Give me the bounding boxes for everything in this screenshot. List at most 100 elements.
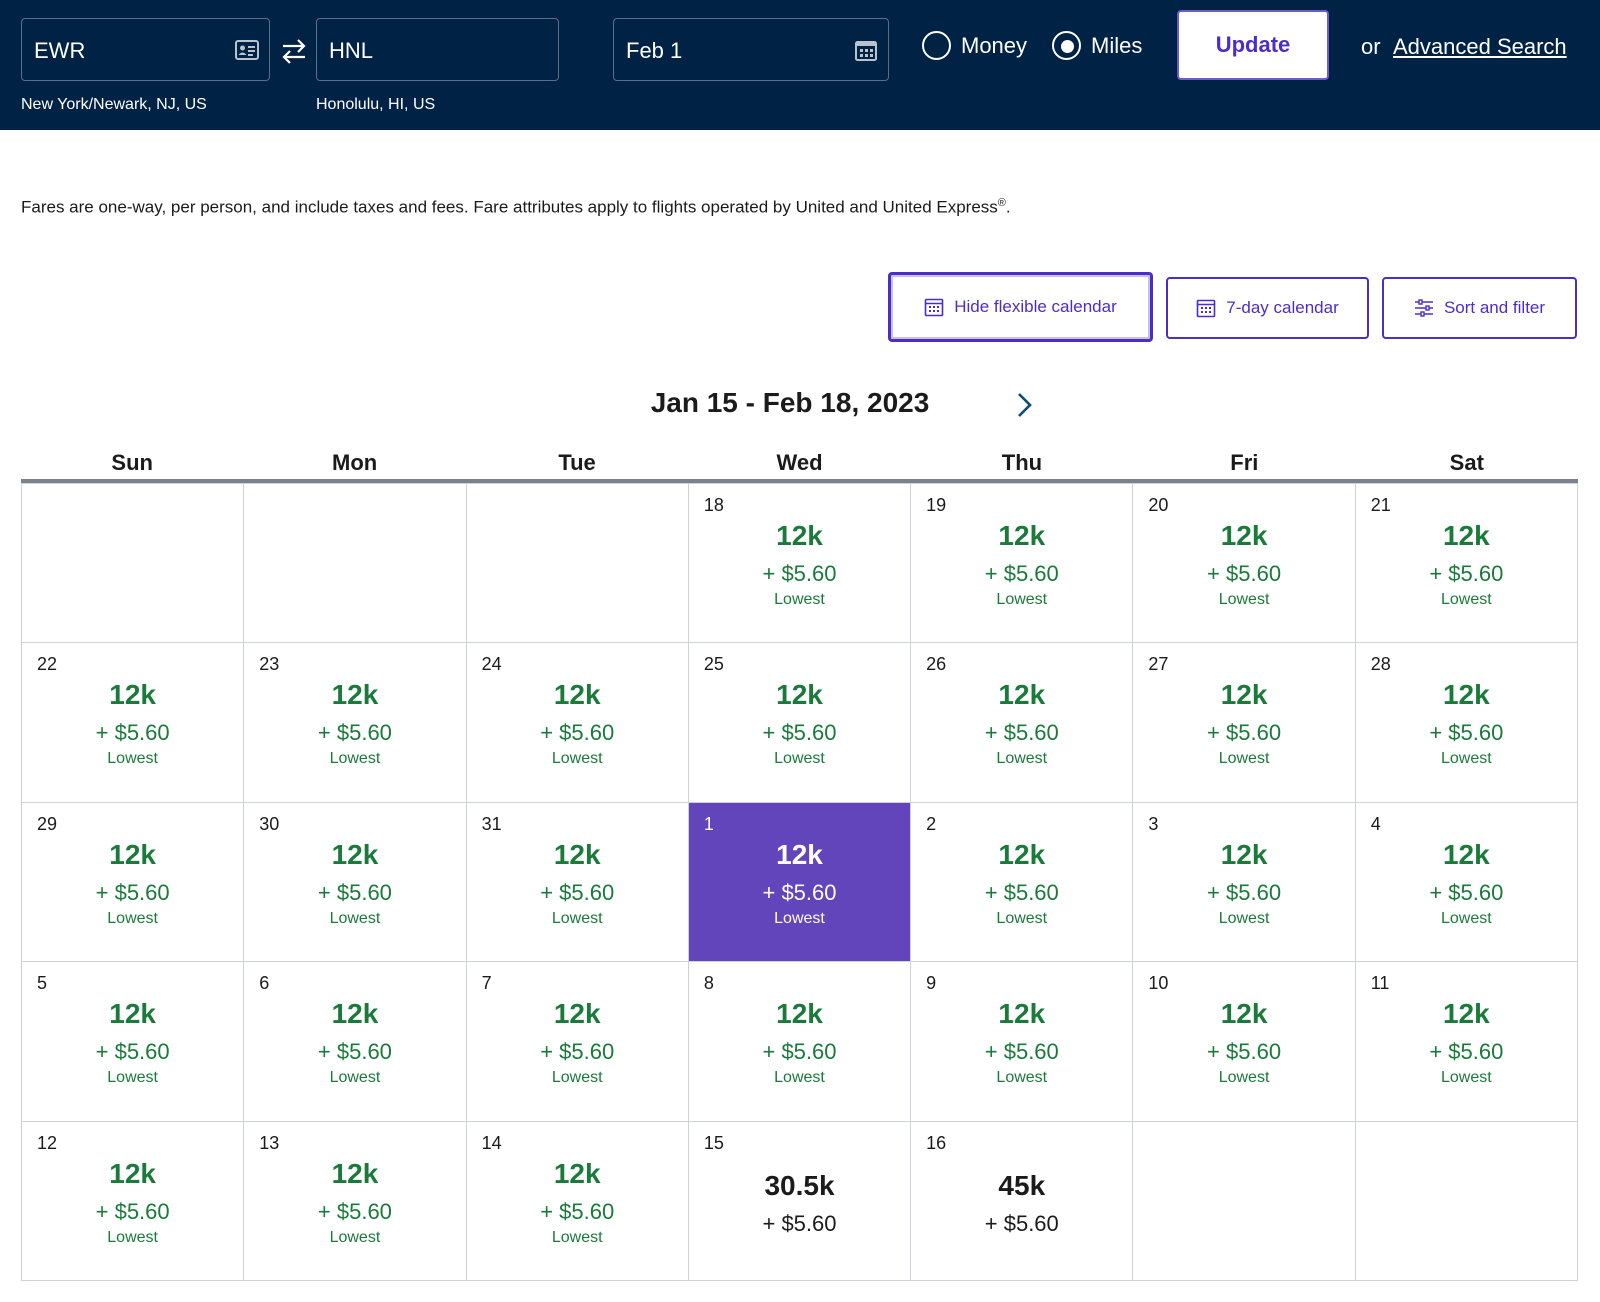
calendar-day[interactable]: 7 12k + $5.60 Lowest: [466, 962, 689, 1122]
lowest-tag: Lowest: [329, 750, 381, 768]
calendar-day[interactable]: 2 12k + $5.60 Lowest: [911, 802, 1134, 963]
destination-field[interactable]: HNL: [316, 18, 559, 81]
update-button[interactable]: Update: [1177, 10, 1329, 80]
calendar-day[interactable]: 9 12k + $5.60 Lowest: [911, 962, 1134, 1122]
id-card-icon: [235, 40, 259, 60]
day-number: 14: [481, 1132, 502, 1153]
calendar-empty-cell: [244, 484, 467, 644]
miles-price: 12k: [1442, 520, 1490, 551]
lowest-tag: Lowest: [107, 909, 158, 927]
registered-mark: ®: [997, 197, 1006, 209]
taxes-fees: + $5.60: [317, 720, 392, 746]
taxes-fees: + $5.60: [762, 720, 837, 746]
taxes-fees: + $5.60: [1429, 720, 1504, 746]
lowest-tag: Lowest: [1441, 591, 1492, 608]
advanced-search-link[interactable]: Advanced Search: [1393, 34, 1567, 59]
calendar-day[interactable]: 20 12k + $5.60 Lowest: [1133, 484, 1356, 644]
miles-price: 12k: [776, 838, 823, 870]
radio-unselected: [922, 31, 951, 60]
calendar-day[interactable]: 21 12k + $5.60 Lowest: [1355, 484, 1578, 644]
day-number: 28: [1370, 654, 1391, 675]
calendar-day[interactable]: 22 12k + $5.60 Lowest: [22, 643, 245, 803]
taxes-fees: + $5.60: [95, 720, 170, 746]
miles-price: 12k: [109, 1157, 156, 1189]
day-number: 20: [1148, 495, 1169, 515]
fare-type-miles-radio[interactable]: Miles: [1052, 30, 1172, 62]
lowest-tag: Lowest: [1441, 909, 1492, 927]
calendar-day[interactable]: 15 30.5k + $5.60: [688, 1121, 912, 1281]
miles-price: 12k: [331, 998, 379, 1030]
calendar-day[interactable]: 10 12k + $5.60 Lowest: [1133, 962, 1356, 1122]
calendar-day[interactable]: 24 12k + $5.60 Lowest: [466, 643, 689, 803]
miles-price: 12k: [553, 679, 601, 711]
taxes-fees: + $5.60: [317, 1039, 392, 1065]
calendar-day[interactable]: 14 12k + $5.60 Lowest: [466, 1121, 689, 1281]
calendar-day[interactable]: 25 12k + $5.60 Lowest: [688, 643, 912, 803]
calendar-day[interactable]: 26 12k + $5.60 Lowest: [911, 643, 1134, 803]
lowest-tag: Lowest: [329, 909, 381, 927]
miles-price: 12k: [998, 838, 1046, 870]
calendar-day[interactable]: 27 12k + $5.60 Lowest: [1133, 643, 1356, 803]
taxes-fees: + $5.60: [1207, 1039, 1282, 1065]
disclaimer-text: Fares are one-way, per person, and inclu…: [21, 197, 998, 217]
miles-price: 12k: [1220, 998, 1268, 1030]
taxes-fees: + $5.60: [984, 1039, 1059, 1065]
calendar-day[interactable]: 19 12k + $5.60 Lowest: [911, 484, 1134, 644]
calendar-day[interactable]: 29 12k + $5.60 Lowest: [22, 802, 245, 963]
seven-day-calendar-button[interactable]: 7-day calendar: [1166, 277, 1369, 339]
calendar-day[interactable]: 6 12k + $5.60 Lowest: [244, 962, 467, 1122]
taxes-fees: + $5.60: [984, 720, 1059, 746]
day-number: 3: [1148, 813, 1159, 834]
sort-and-filter-button[interactable]: Sort and filter: [1382, 277, 1577, 339]
taxes-fees: + $5.60: [762, 879, 837, 905]
departure-date-field[interactable]: Feb 1: [613, 18, 889, 81]
day-number: 9: [926, 973, 937, 994]
money-label: Money: [961, 33, 1028, 58]
miles-price: 12k: [1220, 520, 1268, 551]
lowest-tag: Lowest: [1441, 750, 1492, 768]
calendar-day[interactable]: 8 12k + $5.60 Lowest: [688, 962, 912, 1122]
weekday-label: Tue: [558, 450, 596, 475]
calendar-day[interactable]: 16 45k + $5.60: [911, 1121, 1134, 1281]
chevron-right-icon[interactable]: [1012, 390, 1036, 420]
calendar-day[interactable]: 5 12k + $5.60 Lowest: [22, 962, 245, 1122]
sort-and-filter-label: Sort and filter: [1443, 298, 1546, 317]
miles-price: 12k: [553, 1157, 601, 1189]
miles-price: 12k: [109, 679, 156, 711]
miles-price: 12k: [1220, 679, 1268, 711]
lowest-tag: Lowest: [774, 1069, 825, 1087]
miles-price: 12k: [553, 998, 601, 1030]
miles-price: 12k: [331, 679, 379, 711]
day-number: 15: [703, 1132, 724, 1153]
swap-arrows-icon[interactable]: [278, 36, 310, 66]
calendar-day[interactable]: 3 12k + $5.60 Lowest: [1133, 802, 1356, 963]
lowest-tag: Lowest: [107, 1228, 158, 1246]
calendar-day[interactable]: 12 12k + $5.60 Lowest: [22, 1121, 245, 1281]
calendar-day[interactable]: 4 12k + $5.60 Lowest: [1355, 802, 1578, 963]
day-number: 25: [703, 654, 724, 675]
calendar-empty-cell: [1133, 1121, 1356, 1281]
calendar-empty-cell: [22, 484, 245, 644]
fare-type-money-radio[interactable]: Money: [922, 30, 1042, 62]
weekday-label: Fri: [1230, 450, 1259, 475]
calendar-day[interactable]: 28 12k + $5.60 Lowest: [1355, 643, 1578, 803]
weekday-header: Sun Mon Tue Wed Thu Fri Sat: [21, 450, 1578, 478]
calendar-day[interactable]: 13 12k + $5.60 Lowest: [244, 1121, 467, 1281]
lowest-tag: Lowest: [996, 750, 1048, 768]
miles-price: 12k: [776, 520, 823, 551]
miles-label: Miles: [1091, 33, 1143, 58]
lowest-tag: Lowest: [996, 591, 1048, 608]
calendar-day-selected[interactable]: 1 12k + $5.60 Lowest: [688, 802, 912, 963]
taxes-fees: + $5.60: [984, 561, 1059, 586]
day-number: 27: [1148, 654, 1169, 675]
calendar-day[interactable]: 31 12k + $5.60 Lowest: [466, 802, 689, 963]
hide-flexible-calendar-button[interactable]: Hide flexible calendar: [888, 272, 1153, 342]
lowest-tag: Lowest: [329, 1069, 381, 1087]
lowest-tag: Lowest: [551, 750, 603, 768]
calendar-day[interactable]: 30 12k + $5.60 Lowest: [244, 802, 467, 963]
calendar-day[interactable]: 11 12k + $5.60 Lowest: [1355, 962, 1578, 1122]
origin-field[interactable]: EWR: [21, 18, 270, 81]
day-number: 16: [926, 1132, 947, 1153]
calendar-day[interactable]: 18 12k + $5.60 Lowest: [688, 484, 912, 644]
calendar-day[interactable]: 23 12k + $5.60 Lowest: [244, 643, 467, 803]
